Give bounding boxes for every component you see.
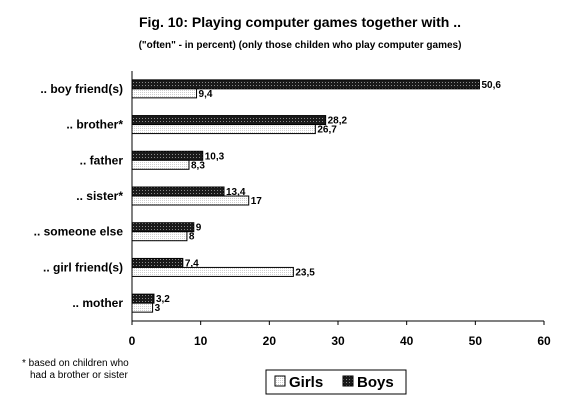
data-label-girls: 23,5 xyxy=(295,267,315,278)
bar-boys xyxy=(131,186,225,197)
data-label-girls: 8,3 xyxy=(191,160,205,171)
legend-label-girls: Girls xyxy=(289,374,323,391)
data-label-boys: 7,4 xyxy=(185,258,199,269)
data-label-boys: 3,2 xyxy=(156,294,170,305)
legend-swatch-boys xyxy=(342,375,354,387)
x-tick-label: 0 xyxy=(129,334,136,348)
bar-boys xyxy=(131,115,327,126)
category-label: .. brother* xyxy=(66,118,123,132)
category-label: .. mother xyxy=(72,296,123,310)
bar-girls xyxy=(131,159,190,170)
bar-girls xyxy=(131,302,154,313)
bars-layer xyxy=(131,79,480,313)
data-label-boys: 28,2 xyxy=(328,116,348,127)
category-label: .. sister* xyxy=(76,189,123,203)
legend-swatch-girls xyxy=(274,375,286,387)
category-label: .. father xyxy=(80,153,124,167)
data-label-boys: 13,4 xyxy=(226,187,246,198)
legend-frame xyxy=(265,369,407,395)
data-label-boys: 9 xyxy=(196,223,202,234)
bar-boys xyxy=(131,222,195,233)
category-label: .. boy friend(s) xyxy=(40,82,123,96)
x-tick-label: 20 xyxy=(263,334,277,348)
data-label-boys: 10,3 xyxy=(205,151,225,162)
bar-boys xyxy=(131,257,184,268)
bar-girls xyxy=(131,266,294,277)
category-label: .. someone else xyxy=(34,225,124,239)
data-labels: 50,6 9,4 28,226,7 10,38,3 13,4 17 98 7,4 23,5 3,2… xyxy=(155,80,502,314)
bar-girls xyxy=(131,88,198,99)
chart-subtitle: ("often" - in percent) (only those child… xyxy=(139,40,462,51)
legend: Girls Boys xyxy=(265,369,407,395)
bar-boys xyxy=(131,79,480,90)
bar-girls xyxy=(131,231,188,242)
x-axis-ticks: 0 10 20 30 40 50 60 xyxy=(129,321,551,348)
category-label: .. girl friend(s) xyxy=(43,260,123,274)
x-tick-label: 10 xyxy=(194,334,208,348)
x-tick-label: 30 xyxy=(331,334,345,348)
data-label-girls: 8 xyxy=(189,232,195,243)
bar-girls xyxy=(131,124,316,135)
chart-title: Fig. 10: Playing computer games together… xyxy=(139,14,461,30)
footnote-line-2: had a brother or sister xyxy=(30,370,128,381)
category-labels: .. boy friend(s) .. brother* .. father .. s… xyxy=(34,82,124,310)
bar-boys xyxy=(131,150,204,161)
footnote-line-1: * based on children who xyxy=(22,358,129,369)
data-label-girls: 26,7 xyxy=(317,125,337,136)
bar-boys xyxy=(131,293,155,304)
data-label-boys: 50,6 xyxy=(481,80,501,91)
data-label-girls: 17 xyxy=(251,196,263,207)
legend-label-boys: Boys xyxy=(357,374,394,391)
data-label-girls: 3 xyxy=(155,303,161,314)
x-tick-label: 40 xyxy=(400,334,414,348)
data-label-girls: 9,4 xyxy=(199,89,213,100)
x-tick-label: 50 xyxy=(469,334,483,348)
x-tick-label: 60 xyxy=(537,334,551,348)
